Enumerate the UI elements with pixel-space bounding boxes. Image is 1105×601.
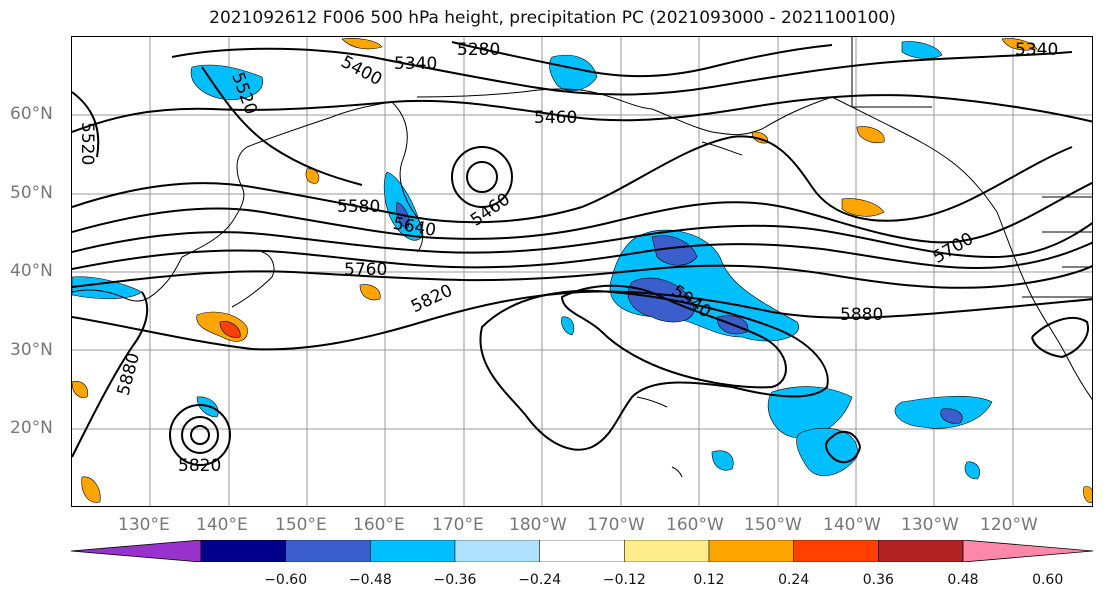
- lat-label-20n: 20°N: [10, 418, 53, 438]
- colorbar-segment: [878, 540, 964, 562]
- colorbar-segment: [370, 540, 456, 562]
- colorbar-segment: [285, 540, 371, 562]
- contour-label-5520: 5520: [77, 122, 97, 165]
- lon-label-140w: 140°W: [823, 515, 881, 535]
- contour-label-5460: 5460: [467, 189, 514, 230]
- colorbar-tick-label: 0.48: [947, 572, 979, 588]
- lat-label-40n: 40°N: [10, 261, 53, 281]
- colorbar-tick-label: 0.24: [778, 572, 810, 588]
- contour-label-5820: 5820: [408, 281, 456, 317]
- colorbar-tick-label: −0.48: [348, 572, 392, 588]
- colorbar-tick-label: −0.60: [264, 572, 308, 588]
- map-title: 2021092612 F006 500 hPa height, precipit…: [209, 8, 896, 28]
- lat-label-50n: 50°N: [10, 183, 53, 203]
- colorbar-tick-label: 0.36: [862, 572, 894, 588]
- precip-positive-shading: [72, 38, 1092, 503]
- contour-label-5760: 5760: [344, 260, 387, 280]
- colorbar-extension-low: [71, 540, 202, 562]
- lon-label-120w: 120°W: [980, 515, 1038, 535]
- lon-label-150w: 150°W: [744, 515, 802, 535]
- contour-label-5820: 5820: [178, 456, 221, 476]
- contour-label-5340: 5340: [394, 54, 437, 74]
- colorbar-segment: [200, 540, 286, 562]
- lon-label-130e: 130°E: [118, 515, 170, 535]
- colorbar-segment: [539, 540, 625, 562]
- colorbar-segment: [624, 540, 710, 562]
- lon-label-160e: 160°E: [353, 515, 405, 535]
- contour-label-5640: 5640: [391, 214, 437, 241]
- colorbar-tick-label: −0.24: [518, 572, 562, 588]
- colorbar-segment: [454, 540, 540, 562]
- contour-label-5880: 5880: [840, 305, 883, 325]
- lat-label-60n: 60°N: [10, 104, 53, 124]
- colorbar-tick-label: 0.60: [1032, 572, 1064, 588]
- contour-label-5880: 5880: [114, 351, 145, 398]
- colorbar-segments: [71, 540, 1093, 562]
- height-contours: [72, 41, 1092, 466]
- map-svg: 5280 5340 5340 5400 5460 5460 5520 5520 …: [72, 37, 1092, 506]
- lon-label-170e: 170°E: [432, 515, 484, 535]
- colorbar-extension-high: [962, 540, 1093, 562]
- lon-label-140e: 140°E: [196, 515, 248, 535]
- lon-label-130w: 130°W: [901, 515, 959, 535]
- coastlines: [72, 37, 1092, 478]
- colorbar-segment: [793, 540, 879, 562]
- lon-label-160w: 160°W: [666, 515, 724, 535]
- contour-label-5460: 5460: [534, 108, 577, 128]
- colorbar-tick-label: −0.12: [602, 572, 646, 588]
- map-panel: 5280 5340 5340 5400 5460 5460 5520 5520 …: [71, 36, 1093, 507]
- lon-label-180w: 180°W: [509, 515, 567, 535]
- colorbar: [71, 540, 1093, 562]
- lat-label-30n: 30°N: [10, 340, 53, 360]
- colorbar-segment: [708, 540, 794, 562]
- contour-label-5280: 5280: [457, 40, 500, 60]
- lon-label-170w: 170°W: [587, 515, 645, 535]
- contour-label-5580: 5580: [337, 197, 380, 217]
- colorbar-tick-label: −0.36: [433, 572, 477, 588]
- precip-negative-shading: [72, 41, 993, 480]
- contour-label-5700: 5700: [930, 229, 977, 268]
- contour-label-5340: 5340: [1015, 40, 1058, 60]
- colorbar-tick-label: 0.12: [693, 572, 725, 588]
- lon-label-150e: 150°E: [275, 515, 327, 535]
